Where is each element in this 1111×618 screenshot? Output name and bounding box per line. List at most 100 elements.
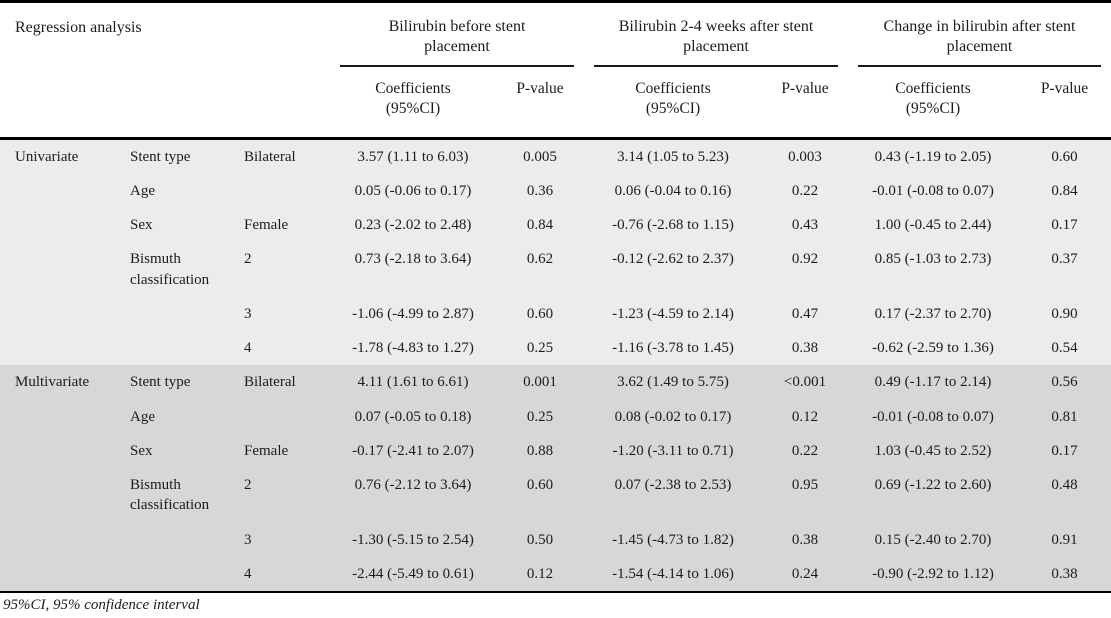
- pvalue-cell: 0.12: [526, 565, 554, 582]
- coefficient-cell: -1.30 (-5.15 to 2.54): [352, 531, 474, 548]
- pvalue-header: P-value: [762, 67, 848, 140]
- coefficient-cell: -1.78 (-4.83 to 1.27): [352, 340, 474, 357]
- pvalue-cell: 0.47: [791, 305, 819, 322]
- pvalue-cell: 0.36: [526, 182, 554, 199]
- level-cell: 2: [244, 477, 252, 494]
- variable-cell: Age: [130, 408, 155, 425]
- table-row: 3 -1.06 (-4.99 to 2.87) 0.60 -1.23 (-4.59 t…: [0, 297, 1111, 331]
- variable-cell: [118, 297, 232, 331]
- pvalue-cell: 0.24: [791, 565, 819, 582]
- coefficients-header: Coefficients (95%CI): [584, 67, 762, 140]
- pvalue-cell: 0.84: [1051, 182, 1078, 199]
- coefficient-cell: 0.49 (-1.17 to 2.14): [874, 374, 992, 391]
- pvalue-cell: 0.50: [526, 531, 554, 548]
- pvalue-cell: 0.12: [791, 408, 819, 425]
- coefficient-cell: 3.57 (1.11 to 6.03): [357, 148, 469, 165]
- pvalue-cell: 0.60: [526, 477, 554, 494]
- pvalue-cell: 0.56: [1051, 374, 1078, 391]
- pvalue-cell: 0.92: [791, 251, 819, 268]
- variable-cell: Bismuth classification: [130, 251, 210, 288]
- pvalue-cell: 0.88: [526, 442, 554, 459]
- pvalue-cell: 0.22: [791, 442, 819, 459]
- section-label: Multivariate: [15, 374, 90, 391]
- coefficient-cell: 3.62 (1.49 to 5.75): [617, 374, 729, 391]
- group-header-change-after: Change in bilirubin after stent placemen…: [848, 3, 1111, 67]
- coefficient-cell: 3.14 (1.05 to 5.23): [617, 148, 729, 165]
- level-cell: [232, 400, 330, 434]
- pvalue-cell: <0.001: [783, 374, 827, 391]
- pvalue-cell: 0.38: [791, 340, 819, 357]
- level-cell: Bilateral: [244, 374, 296, 391]
- coefficient-cell: 0.15 (-2.40 to 2.70): [874, 531, 992, 548]
- pvalue-cell: 0.91: [1051, 531, 1078, 548]
- variable-cell: [118, 331, 232, 365]
- coefficient-cell: 1.03 (-0.45 to 2.52): [874, 442, 992, 459]
- coefficient-cell: -1.45 (-4.73 to 1.82): [612, 531, 734, 548]
- level-cell: 3: [244, 305, 252, 322]
- pvalue-header: P-value: [496, 67, 584, 140]
- variable-cell: [118, 557, 232, 591]
- level-cell: 2: [244, 251, 252, 268]
- coefficients-header-line1: Coefficients: [895, 80, 971, 97]
- coefficient-cell: -0.01 (-0.08 to 0.07): [872, 182, 994, 199]
- coefficient-cell: -0.01 (-0.08 to 0.07): [872, 408, 994, 425]
- pvalue-cell: 0.17: [1051, 442, 1078, 459]
- coefficient-cell: -0.62 (-2.59 to 1.36): [872, 340, 994, 357]
- variable-cell: Age: [130, 182, 155, 199]
- pvalue-cell: 0.81: [1051, 408, 1078, 425]
- level-cell: 4: [244, 565, 252, 582]
- group-header-row: Regression analysis Bilirubin before ste…: [0, 3, 1111, 140]
- coefficient-cell: 0.08 (-0.02 to 0.17): [614, 408, 732, 425]
- group-header-rule: Bilirubin before stent placement: [340, 17, 574, 67]
- pvalue-cell: 0.003: [788, 148, 822, 165]
- group-title: Bilirubin 2-4 weeks after stent placemen…: [618, 18, 814, 55]
- coefficients-header-line2: (95%CI): [385, 99, 441, 117]
- pvalue-cell: 0.001: [523, 374, 557, 391]
- pvalue-cell: 0.48: [1051, 477, 1078, 494]
- pvalue-cell: 0.38: [1051, 565, 1078, 582]
- coefficient-cell: -0.17 (-2.41 to 2.07): [352, 442, 474, 459]
- coefficient-cell: -1.16 (-3.78 to 1.45): [612, 340, 734, 357]
- coefficient-cell: -1.54 (-4.14 to 1.06): [612, 565, 734, 582]
- section-label: Univariate: [15, 148, 79, 165]
- coefficients-header: Coefficients (95%CI): [848, 67, 1018, 140]
- coefficient-cell: -0.90 (-2.92 to 1.12): [872, 565, 994, 582]
- coefficients-header-line1: Coefficients: [635, 80, 711, 97]
- pvalue-cell: 0.54: [1051, 340, 1078, 357]
- variable-cell: Bismuth classification: [130, 477, 210, 514]
- group-header-rule: Bilirubin 2-4 weeks after stent placemen…: [594, 17, 838, 67]
- table-row: Age 0.07 (-0.05 to 0.18) 0.25 0.08 (-0.02 t…: [0, 400, 1111, 434]
- coefficient-cell: -1.20 (-3.11 to 0.71): [612, 442, 734, 459]
- table-row: Bismuth classification 2 0.73 (-2.18 to 3.…: [0, 242, 1111, 297]
- variable-cell: Stent type: [130, 374, 191, 391]
- variable-cell: Sex: [130, 217, 153, 234]
- table-row: 3 -1.30 (-5.15 to 2.54) 0.50 -1.45 (-4.73 t…: [0, 523, 1111, 557]
- coefficient-cell: -1.23 (-4.59 to 2.14): [612, 305, 734, 322]
- coefficient-cell: 0.69 (-1.22 to 2.60): [874, 477, 992, 494]
- group-header-rule: Change in bilirubin after stent placemen…: [858, 17, 1101, 67]
- table-corner-label: Regression analysis: [0, 3, 330, 140]
- group-title: Bilirubin before stent placement: [388, 18, 526, 55]
- pvalue-header: P-value: [1018, 67, 1111, 140]
- regression-analysis-table: Regression analysis Bilirubin before ste…: [0, 3, 1111, 592]
- coefficient-cell: 0.85 (-1.03 to 2.73): [874, 251, 992, 268]
- pvalue-cell: 0.60: [526, 305, 554, 322]
- level-cell: Female: [244, 217, 289, 234]
- table-row: Univariate Stent type Bilateral 3.57 (1.11 …: [0, 138, 1111, 174]
- coefficient-cell: 0.07 (-0.05 to 0.18): [354, 408, 472, 425]
- coefficient-cell: -0.76 (-2.68 to 1.15): [612, 217, 734, 234]
- pvalue-cell: 0.25: [526, 408, 554, 425]
- level-cell: 3: [244, 531, 252, 548]
- coefficient-cell: 4.11 (1.61 to 6.61): [357, 374, 469, 391]
- group-title: Change in bilirubin after stent placemen…: [883, 18, 1076, 55]
- coefficient-cell: 0.17 (-2.37 to 2.70): [874, 305, 992, 322]
- pvalue-cell: 0.62: [526, 251, 554, 268]
- coefficient-cell: 1.00 (-0.45 to 2.44): [874, 217, 992, 234]
- table-row: 4 -2.44 (-5.49 to 0.61) 0.12 -1.54 (-4.14 t…: [0, 557, 1111, 591]
- coefficients-header-line1: Coefficients: [375, 80, 451, 97]
- table-row: 4 -1.78 (-4.83 to 1.27) 0.25 -1.16 (-3.78 t…: [0, 331, 1111, 365]
- coefficient-cell: 0.23 (-2.02 to 2.48): [354, 217, 472, 234]
- level-cell: [232, 174, 330, 208]
- coefficient-cell: 0.73 (-2.18 to 3.64): [354, 251, 472, 268]
